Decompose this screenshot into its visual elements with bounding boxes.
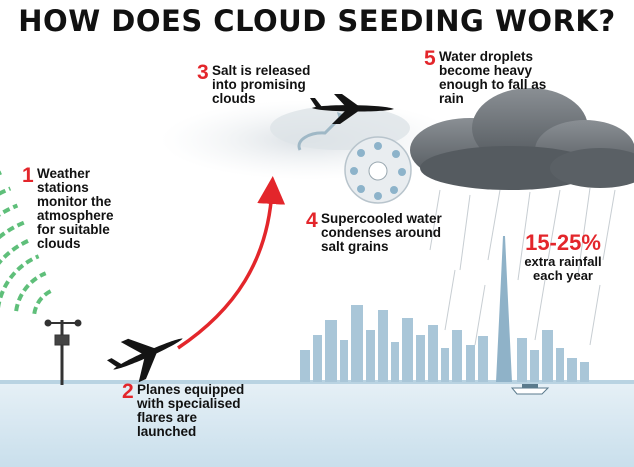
launch-plane-icon xyxy=(106,338,183,383)
rainfall-stat-label: extra rainfall each year xyxy=(524,254,602,283)
step-4-text: Supercooled water condenses around salt … xyxy=(321,211,442,254)
seeding-plane-icon xyxy=(310,94,394,124)
step-5-number: 5 xyxy=(424,47,436,70)
step-3: 3 Salt is released into promising clouds xyxy=(197,61,312,106)
step-1: 1 Weather stations monitor the atmospher… xyxy=(22,164,132,251)
weather-station-icon xyxy=(44,319,82,385)
step-2-text: Planes equipped with specialised flares … xyxy=(137,382,245,439)
salt-grain-illustration xyxy=(344,136,412,204)
step-4: 4 Supercooled water condenses around sal… xyxy=(306,209,456,254)
circulation-arrow xyxy=(297,116,342,151)
boat xyxy=(510,387,550,395)
tower xyxy=(496,236,512,382)
step-4-number: 4 xyxy=(306,209,318,232)
city-skyline xyxy=(300,305,589,382)
step-3-text: Salt is released into promising clouds xyxy=(212,63,311,106)
page-title: HOW DOES CLOUD SEEDING WORK? xyxy=(18,4,616,38)
boat-cabin xyxy=(522,384,538,388)
radar-signal-arcs xyxy=(0,169,54,315)
rainfall-stat: 15-25% extra rainfall each year xyxy=(513,231,613,283)
step-2: 2 Planes equipped with specialised flare… xyxy=(122,380,252,439)
step-3-number: 3 xyxy=(197,61,209,84)
step-2-number: 2 xyxy=(122,380,134,403)
sea xyxy=(0,382,634,467)
rain xyxy=(429,187,616,346)
step-1-text: Weather stations monitor the atmosphere … xyxy=(37,166,114,251)
step-5: 5 Water droplets become heavy enough to … xyxy=(424,47,549,106)
rainfall-stat-value: 15-25% xyxy=(525,230,601,255)
step-1-number: 1 xyxy=(22,164,34,187)
step-5-text: Water droplets become heavy enough to fa… xyxy=(439,49,547,106)
rain-cloud xyxy=(410,88,634,190)
flight-path-arrow xyxy=(177,176,286,350)
